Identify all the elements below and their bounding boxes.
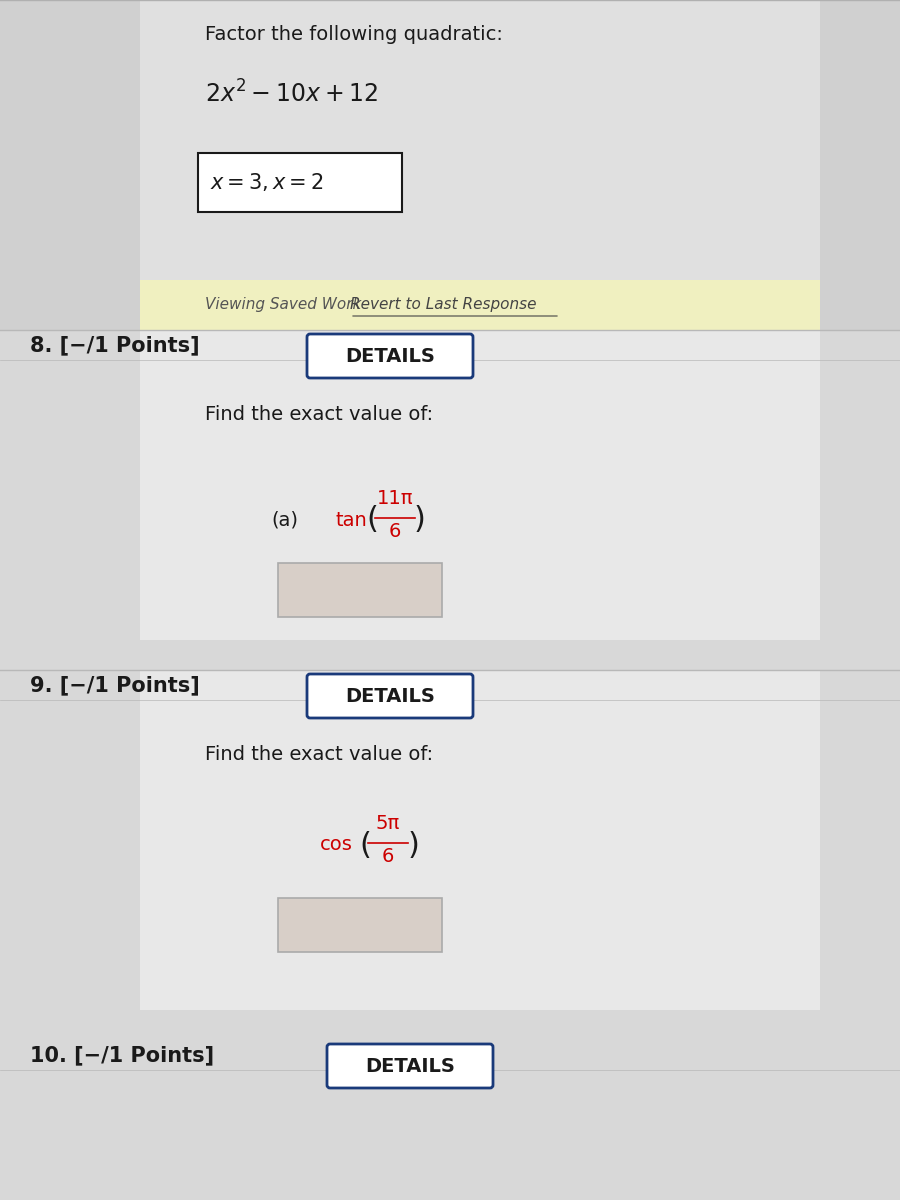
- Text: DETAILS: DETAILS: [345, 686, 435, 706]
- Text: 10. [−/1 Points]: 10. [−/1 Points]: [30, 1045, 214, 1066]
- Text: cos: cos: [320, 835, 353, 854]
- Text: Find the exact value of:: Find the exact value of:: [205, 745, 433, 764]
- Text: Factor the following quadratic:: Factor the following quadratic:: [205, 25, 503, 44]
- Text: 6: 6: [389, 522, 401, 541]
- Text: 9. [−/1 Points]: 9. [−/1 Points]: [30, 674, 200, 695]
- Text: ): ): [407, 830, 418, 859]
- Text: (: (: [359, 830, 371, 859]
- Text: Viewing Saved Work: Viewing Saved Work: [205, 298, 362, 312]
- FancyBboxPatch shape: [307, 674, 473, 718]
- FancyBboxPatch shape: [278, 563, 442, 617]
- Text: 5π: 5π: [376, 814, 400, 833]
- FancyBboxPatch shape: [140, 330, 820, 640]
- Text: $x = 3, x = 2$: $x = 3, x = 2$: [210, 170, 324, 193]
- FancyBboxPatch shape: [0, 330, 900, 670]
- Text: 8. [−/1 Points]: 8. [−/1 Points]: [30, 335, 200, 355]
- Text: ): ): [414, 505, 426, 534]
- Text: Revert to Last Response: Revert to Last Response: [350, 298, 536, 312]
- FancyBboxPatch shape: [307, 334, 473, 378]
- Text: DETAILS: DETAILS: [365, 1056, 454, 1075]
- Text: tan: tan: [335, 510, 367, 529]
- FancyBboxPatch shape: [278, 898, 442, 952]
- FancyBboxPatch shape: [140, 0, 820, 330]
- Text: 11π: 11π: [377, 490, 413, 508]
- Text: (a): (a): [272, 510, 299, 529]
- Text: (: (: [366, 505, 378, 534]
- FancyBboxPatch shape: [140, 280, 820, 330]
- Text: DETAILS: DETAILS: [345, 347, 435, 366]
- Text: 6: 6: [382, 847, 394, 866]
- FancyBboxPatch shape: [327, 1044, 493, 1088]
- FancyBboxPatch shape: [0, 670, 900, 1040]
- FancyBboxPatch shape: [198, 152, 402, 212]
- Text: $2x^2 - 10x + 12$: $2x^2 - 10x + 12$: [205, 80, 378, 107]
- FancyBboxPatch shape: [0, 1040, 900, 1200]
- Text: Find the exact value of:: Find the exact value of:: [205, 404, 433, 424]
- FancyBboxPatch shape: [140, 670, 820, 1010]
